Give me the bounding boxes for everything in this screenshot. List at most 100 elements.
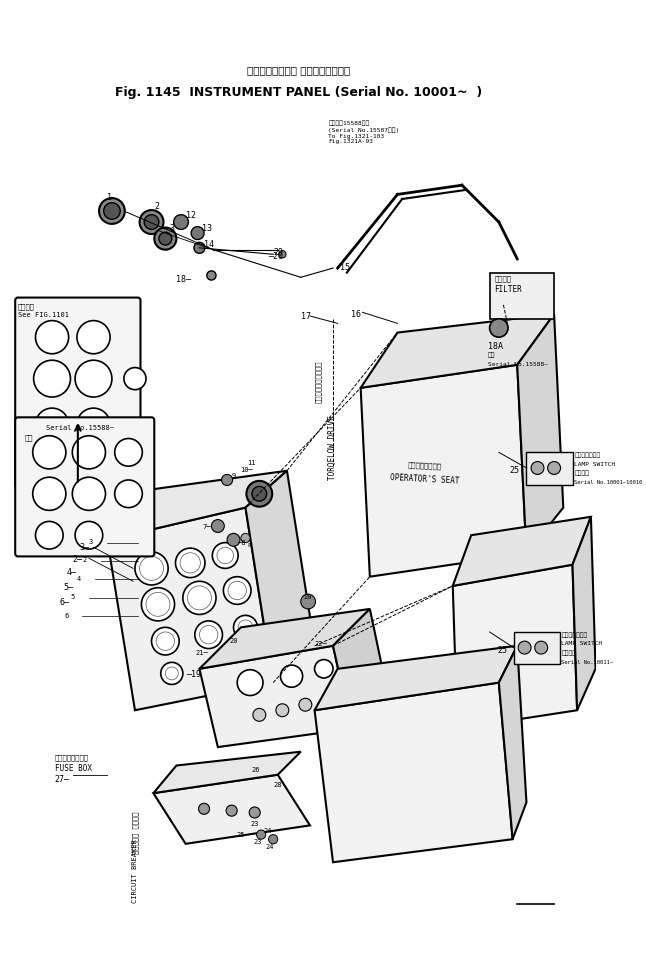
Text: 4: 4 (77, 575, 81, 582)
Circle shape (36, 320, 68, 354)
Circle shape (161, 663, 183, 685)
Text: 10─: 10─ (240, 467, 253, 473)
Text: LAMP SWITCH: LAMP SWITCH (574, 461, 616, 466)
Text: ─20: ─20 (267, 251, 282, 261)
Circle shape (198, 804, 209, 814)
Circle shape (518, 642, 531, 654)
Circle shape (152, 627, 179, 655)
Text: Serial No.15588~: Serial No.15588~ (488, 363, 548, 367)
Circle shape (72, 478, 105, 510)
Circle shape (34, 361, 70, 397)
Text: 番号: 番号 (25, 433, 33, 440)
Circle shape (154, 227, 176, 249)
Circle shape (77, 409, 110, 441)
Circle shape (222, 475, 233, 485)
Text: 番号: 番号 (488, 353, 495, 359)
Text: 20: 20 (304, 595, 312, 600)
Text: 通用番号: 通用番号 (574, 471, 589, 477)
Circle shape (301, 595, 315, 609)
Circle shape (233, 616, 258, 640)
Circle shape (33, 435, 66, 469)
Bar (514, 632, 559, 665)
Text: 3─: 3─ (79, 543, 89, 551)
Circle shape (115, 480, 142, 507)
Circle shape (299, 698, 312, 712)
FancyBboxPatch shape (16, 297, 140, 487)
Text: 18A: 18A (488, 341, 503, 351)
Circle shape (144, 215, 159, 229)
Text: 16: 16 (351, 310, 361, 318)
Text: 2: 2 (154, 201, 160, 211)
Text: ─8: ─8 (237, 540, 245, 546)
Text: ヒューズボックス: ヒューズボックス (55, 755, 89, 761)
Text: インスツルメント パネル（適用号機: インスツルメント パネル（適用号機 (247, 65, 351, 76)
Text: P: P (247, 543, 251, 548)
Circle shape (245, 658, 255, 667)
Polygon shape (360, 315, 554, 387)
Circle shape (211, 520, 224, 532)
Bar (490, 272, 554, 318)
Circle shape (36, 409, 68, 441)
Circle shape (226, 806, 237, 816)
Circle shape (75, 522, 103, 550)
Text: 詳細番号: 詳細番号 (18, 303, 35, 310)
Polygon shape (200, 645, 351, 747)
FancyBboxPatch shape (16, 417, 154, 556)
Text: 15: 15 (340, 264, 350, 272)
Text: 6: 6 (64, 613, 68, 619)
Text: 3: 3 (89, 539, 93, 545)
Text: 14: 14 (204, 241, 214, 249)
Text: ランプスイッチ: ランプスイッチ (561, 632, 588, 638)
Circle shape (176, 549, 205, 577)
Text: OPERATOR'S SEAT: OPERATOR'S SEAT (390, 473, 460, 485)
Circle shape (531, 461, 544, 475)
Circle shape (141, 588, 174, 620)
Text: 4─: 4─ (67, 569, 77, 577)
Text: 5─: 5─ (63, 583, 73, 592)
Text: オペレータシート: オペレータシート (408, 461, 443, 470)
Text: 12: 12 (185, 211, 196, 220)
Text: 詳細番号15588以前
(Serial No.15587以前)
To Fig.1321-103
Fig.1321A-93: 詳細番号15588以前 (Serial No.15587以前) To Fig.1… (328, 121, 400, 145)
Polygon shape (200, 609, 370, 668)
Text: ランプスイッチ: ランプスイッチ (574, 453, 601, 457)
Text: 29: 29 (273, 247, 283, 257)
Text: FILTER: FILTER (494, 285, 522, 293)
Text: 5: 5 (70, 595, 75, 600)
Text: サーキット ブレーカ: サーキット ブレーカ (132, 811, 139, 854)
Polygon shape (333, 609, 388, 729)
Circle shape (140, 210, 163, 234)
Circle shape (241, 533, 250, 543)
Polygon shape (315, 683, 513, 862)
Circle shape (237, 669, 263, 695)
Polygon shape (572, 517, 596, 711)
Text: 3: 3 (169, 223, 174, 233)
Text: 13: 13 (202, 223, 212, 233)
Circle shape (249, 807, 260, 818)
Circle shape (315, 660, 333, 678)
Circle shape (159, 232, 172, 246)
Polygon shape (453, 517, 591, 586)
Circle shape (256, 830, 266, 839)
Text: CIRCUIT BREAKER: CIRCUIT BREAKER (132, 839, 138, 903)
Circle shape (278, 250, 286, 258)
Polygon shape (360, 364, 526, 576)
Text: 23: 23 (254, 839, 262, 845)
Polygon shape (153, 775, 310, 844)
Text: 23: 23 (250, 821, 258, 827)
Text: TORQFLOW DRIVE: TORQFLOW DRIVE (328, 415, 337, 480)
Circle shape (213, 543, 238, 569)
Circle shape (195, 620, 222, 648)
Polygon shape (107, 507, 273, 711)
Text: 2: 2 (83, 557, 87, 563)
Circle shape (194, 243, 205, 253)
Circle shape (246, 480, 272, 506)
Text: Serial No.10011~: Serial No.10011~ (561, 660, 614, 665)
Text: 26: 26 (252, 767, 260, 773)
Circle shape (174, 215, 189, 229)
Text: 20: 20 (230, 639, 238, 644)
Circle shape (253, 709, 266, 721)
Text: 1: 1 (107, 193, 112, 201)
Text: ─19: ─19 (185, 669, 201, 679)
Text: See FIG.1101: See FIG.1101 (18, 313, 69, 318)
Circle shape (548, 461, 561, 475)
